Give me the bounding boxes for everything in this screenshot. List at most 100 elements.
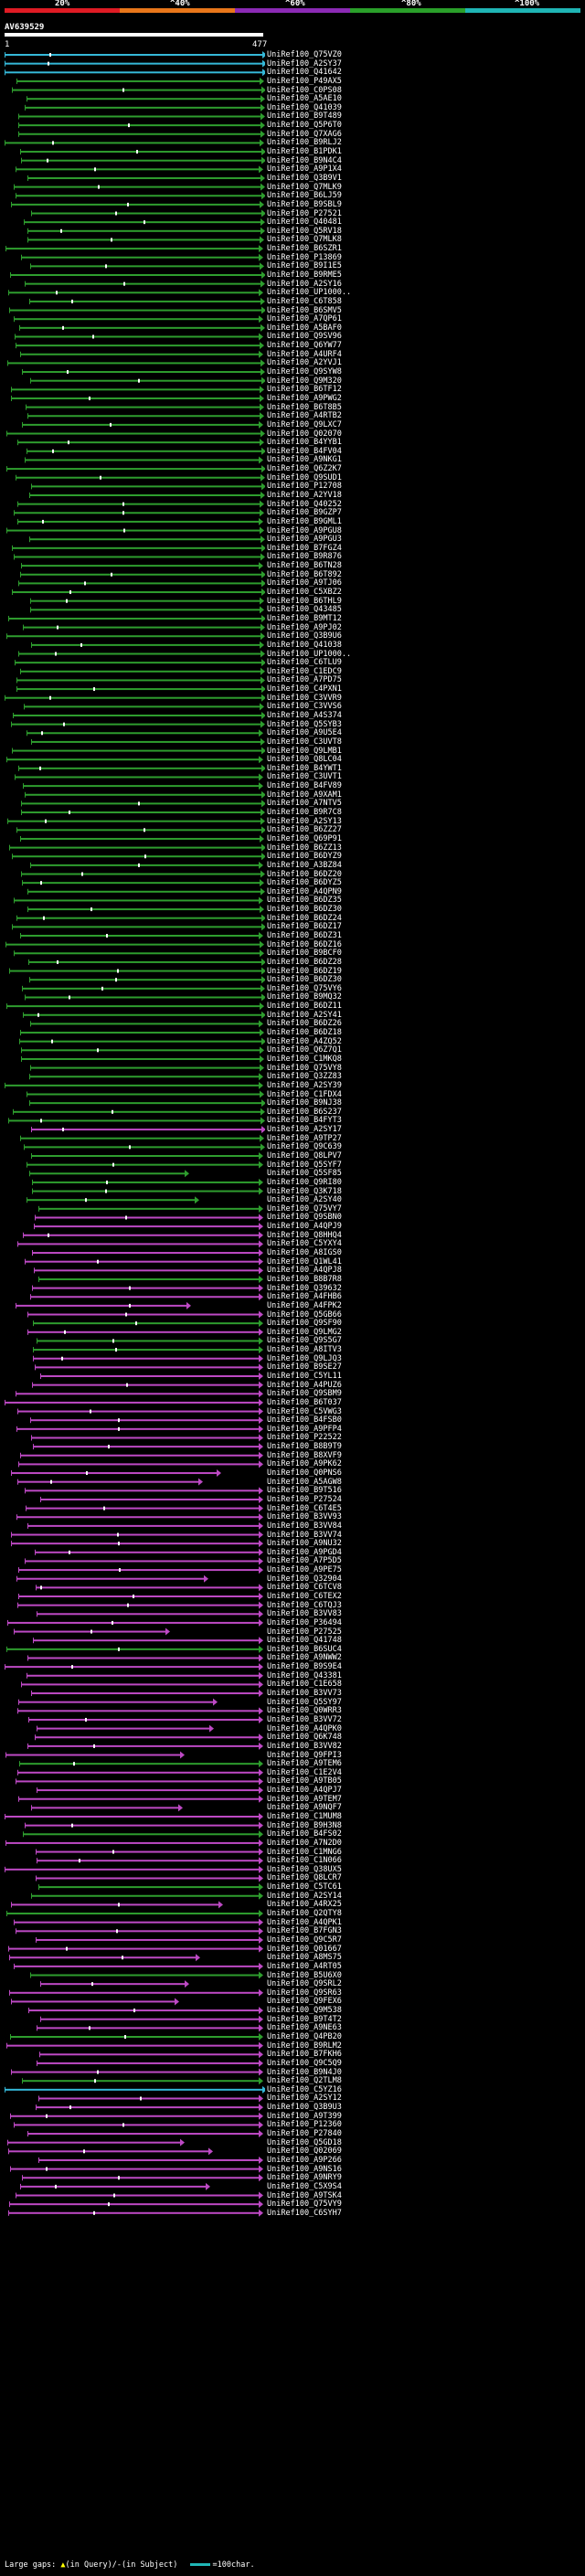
hit-bar[interactable]: [11, 1531, 263, 1539]
hit-label[interactable]: UniRef100_A9P1X4: [267, 164, 342, 175]
hit-label[interactable]: UniRef100_Q2QTY8: [267, 1909, 342, 1919]
hit-bar[interactable]: [11, 1540, 263, 1548]
hit-label[interactable]: UniRef100_Q41642: [267, 68, 342, 78]
hit-bar[interactable]: [24, 703, 264, 711]
hit-label[interactable]: UniRef100_B9SBL9: [267, 199, 342, 209]
hit-bar[interactable]: [17, 1601, 263, 1609]
hit-bar[interactable]: [27, 1521, 263, 1530]
hit-label[interactable]: UniRef100_A2SY13: [267, 816, 342, 826]
hit-bar[interactable]: [16, 1777, 263, 1786]
hit-label[interactable]: UniRef100_B9I1E5: [267, 261, 342, 271]
hit-label[interactable]: UniRef100_Q9SBM9: [267, 1389, 342, 1399]
hit-bar[interactable]: [15, 659, 265, 667]
hit-label[interactable]: UniRef100_P27524: [267, 1494, 342, 1504]
hit-bar[interactable]: [25, 1487, 263, 1495]
hit-bar[interactable]: [27, 1310, 263, 1319]
hit-label[interactable]: UniRef100_C4PXN1: [267, 684, 342, 694]
hit-bar[interactable]: [27, 887, 265, 896]
hit-bar[interactable]: [20, 667, 265, 675]
hit-bar[interactable]: [16, 2191, 263, 2200]
hit-bar[interactable]: [12, 747, 265, 755]
hit-label[interactable]: UniRef100_B9T489: [267, 111, 342, 122]
hit-label[interactable]: UniRef100_Q5P6T0: [267, 121, 342, 131]
hit-label[interactable]: UniRef100_A8IGS0: [267, 1248, 342, 1258]
hit-bar[interactable]: [34, 1223, 263, 1231]
hit-label[interactable]: UniRef100_Q5SYF7: [267, 1160, 342, 1170]
hit-bar[interactable]: [11, 720, 265, 728]
hit-bar[interactable]: [29, 492, 265, 499]
hit-label[interactable]: UniRef100_Q3ZZ83: [267, 1072, 342, 1082]
hit-bar[interactable]: [16, 473, 265, 482]
hit-bar[interactable]: [10, 2165, 263, 2173]
hit-label[interactable]: UniRef100_B6DZ30: [267, 905, 342, 915]
hit-bar[interactable]: [25, 103, 265, 111]
hit-bar[interactable]: [14, 896, 263, 905]
hit-label[interactable]: UniRef100_C6T4E5: [267, 1503, 342, 1513]
hit-label[interactable]: UniRef100_B6LJ59: [267, 191, 342, 201]
hit-label[interactable]: UniRef100_A5BAF0: [267, 323, 342, 333]
hit-bar[interactable]: [27, 2130, 263, 2138]
hit-label[interactable]: UniRef100_C5YL11: [267, 1372, 342, 1381]
hit-label[interactable]: UniRef100_A9NRY9: [267, 2173, 342, 2183]
hit-label[interactable]: UniRef100_A9U5E4: [267, 728, 342, 738]
hit-label[interactable]: UniRef100_C1MKQ8: [267, 1054, 342, 1064]
hit-bar[interactable]: [18, 1460, 263, 1468]
hit-bar[interactable]: [25, 1257, 263, 1266]
hit-bar[interactable]: [12, 544, 265, 552]
hit-label[interactable]: UniRef100_B6DZ30: [267, 975, 342, 985]
hit-bar[interactable]: [10, 2033, 263, 2041]
hit-label[interactable]: UniRef100_A4QPJ7: [267, 1786, 342, 1796]
hit-bar[interactable]: [22, 420, 263, 429]
hit-label[interactable]: UniRef100_Q38UX5: [267, 1864, 342, 1874]
hit-bar[interactable]: [17, 500, 264, 508]
hit-bar[interactable]: [27, 1742, 263, 1750]
hit-bar[interactable]: [9, 1988, 263, 1997]
hit-label[interactable]: UniRef100_C5VWG3: [267, 1406, 342, 1416]
hit-bar[interactable]: [6, 2041, 263, 2050]
hit-label[interactable]: UniRef100_B6DZ26: [267, 1019, 342, 1029]
hit-bar[interactable]: [17, 1707, 263, 1715]
hit-label[interactable]: UniRef100_P12708: [267, 482, 342, 492]
hit-bar[interactable]: [32, 1249, 263, 1257]
hit-bar[interactable]: [23, 1011, 265, 1019]
hit-label[interactable]: UniRef100_P27840: [267, 2129, 342, 2139]
hit-bar[interactable]: [5, 940, 264, 949]
hit-label[interactable]: UniRef100_B3VV93: [267, 1512, 342, 1522]
hit-label[interactable]: UniRef100_A9TJ06: [267, 578, 342, 588]
hit-bar[interactable]: [31, 209, 265, 217]
hit-bar[interactable]: [6, 465, 265, 473]
hit-bar[interactable]: [40, 1495, 263, 1503]
hit-bar[interactable]: [28, 1715, 263, 1723]
hit-label[interactable]: UniRef100_A9PWG2: [267, 393, 342, 403]
hit-bar[interactable]: [26, 1504, 263, 1512]
hit-label[interactable]: UniRef100_B9GZP7: [267, 508, 342, 518]
hit-bar[interactable]: [31, 1804, 183, 1812]
hit-bar[interactable]: [14, 949, 264, 958]
hit-bar[interactable]: [16, 1574, 208, 1583]
hit-label[interactable]: UniRef100_Q5GB66: [267, 1309, 342, 1320]
hit-bar[interactable]: [21, 870, 265, 878]
hit-bar[interactable]: [27, 1196, 199, 1204]
hit-label[interactable]: UniRef100_A8MS75: [267, 1953, 342, 1963]
hit-bar[interactable]: [8, 2147, 213, 2156]
hit-label[interactable]: UniRef100_A2SY37: [267, 58, 342, 69]
hit-bar[interactable]: [6, 632, 265, 641]
hit-label[interactable]: UniRef100_Q8LC04: [267, 755, 342, 765]
hit-bar[interactable]: [25, 280, 265, 288]
hit-bar[interactable]: [21, 1055, 264, 1063]
hit-label[interactable]: UniRef100_A4ZQ52: [267, 1036, 342, 1046]
hit-label[interactable]: UniRef100_A5AE10: [267, 94, 342, 104]
hit-label[interactable]: UniRef100_A9TB05: [267, 1776, 342, 1786]
hit-bar[interactable]: [23, 623, 265, 631]
hit-bar[interactable]: [20, 1451, 263, 1459]
hit-bar[interactable]: [21, 800, 265, 808]
hit-bar[interactable]: [17, 1407, 263, 1415]
hit-label[interactable]: UniRef100_A9PK62: [267, 1459, 342, 1469]
hit-label[interactable]: UniRef100_A2SY17: [267, 1125, 342, 1135]
hit-label[interactable]: UniRef100_B6ZZ27: [267, 825, 342, 835]
hit-label[interactable]: UniRef100_Q75VZ0: [267, 50, 342, 59]
hit-bar[interactable]: [22, 984, 265, 992]
hit-bar[interactable]: [13, 712, 265, 719]
hit-bar[interactable]: [18, 122, 265, 130]
hit-bar[interactable]: [27, 729, 263, 737]
